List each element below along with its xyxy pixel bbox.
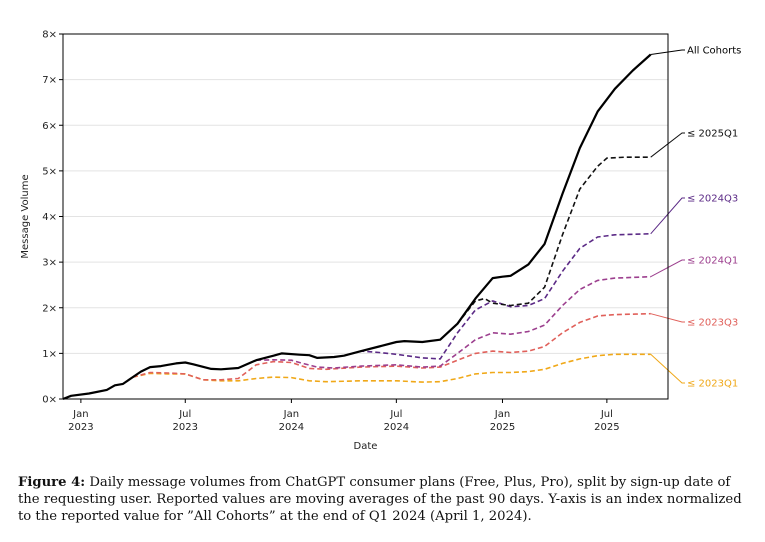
series-label: ≤ 2023Q3: [687, 318, 738, 329]
y-tick-label: 5×: [42, 166, 57, 177]
series-line: [62, 53, 652, 401]
series-line: [456, 156, 651, 325]
x-tick-year: 2023: [173, 422, 198, 433]
series-label: ≤ 2024Q1: [687, 256, 738, 267]
x-tick-month: Jul: [389, 409, 402, 420]
y-axis-label: Message Volume: [20, 174, 31, 258]
x-tick-month: Jul: [178, 409, 191, 420]
y-tick-label: 0×: [42, 395, 57, 406]
y-tick-label: 2×: [42, 303, 57, 314]
x-tick-month: Jan: [494, 409, 510, 420]
y-tick-label: 8×: [42, 30, 57, 41]
message-volume-chart: 0× 1× 2× 3× 4× 5× 6× 7× 8× Jan 2023 Jul 2023 Jan 2024…: [20, 30, 741, 453]
label-connector: [650, 259, 685, 278]
series-label: ≤ 2024Q3: [687, 194, 738, 205]
series-label: ≤ 2023Q1: [687, 379, 738, 390]
label-connector: [650, 197, 685, 235]
x-tick-month: Jul: [600, 409, 613, 420]
series-labels: All Cohorts ≤ 2025Q1 ≤ 2024Q3 ≤ 2024Q1 ≤ 202…: [687, 46, 741, 390]
series-line: [343, 233, 651, 360]
series-label: All Cohorts: [687, 46, 741, 57]
label-connector: [650, 313, 685, 323]
series-line: [132, 353, 651, 383]
y-tick-label: 4×: [42, 212, 57, 223]
x-axis-label: Date: [354, 441, 378, 452]
y-tick-label: 7×: [42, 75, 57, 86]
x-tick-year: 2025: [490, 422, 515, 433]
label-connectors: [650, 49, 685, 384]
x-tick-year: 2024: [279, 422, 304, 433]
caption-text: Daily message volumes from ChatGPT consu…: [18, 475, 742, 524]
x-axis-ticks: Jan 2023 Jul 2023 Jan 2024 Jul 2024 Jan 2025 Jul 20…: [68, 399, 620, 433]
series-lines: [62, 53, 652, 401]
grid-lines: [63, 79, 668, 354]
y-axis-ticks: 0× 1× 2× 3× 4× 5× 6× 7× 8×: [42, 30, 63, 406]
y-tick-label: 3×: [42, 258, 57, 269]
label-connector: [650, 132, 685, 158]
caption-label: Figure 4:: [18, 475, 86, 490]
x-tick-year: 2023: [68, 422, 93, 433]
y-tick-label: 1×: [42, 349, 57, 360]
label-connector: [650, 49, 685, 55]
x-tick-month: Jan: [72, 409, 88, 420]
plot-frame: [62, 33, 669, 400]
series-label: ≤ 2025Q1: [687, 129, 738, 140]
x-tick-year: 2024: [384, 422, 409, 433]
y-tick-label: 6×: [42, 121, 57, 132]
series-line: [256, 275, 651, 369]
figure-caption: Figure 4: Daily message volumes from Cha…: [18, 474, 750, 525]
x-tick-month: Jan: [283, 409, 299, 420]
label-connector: [650, 353, 685, 384]
x-tick-year: 2025: [594, 422, 619, 433]
series-line: [132, 312, 651, 381]
